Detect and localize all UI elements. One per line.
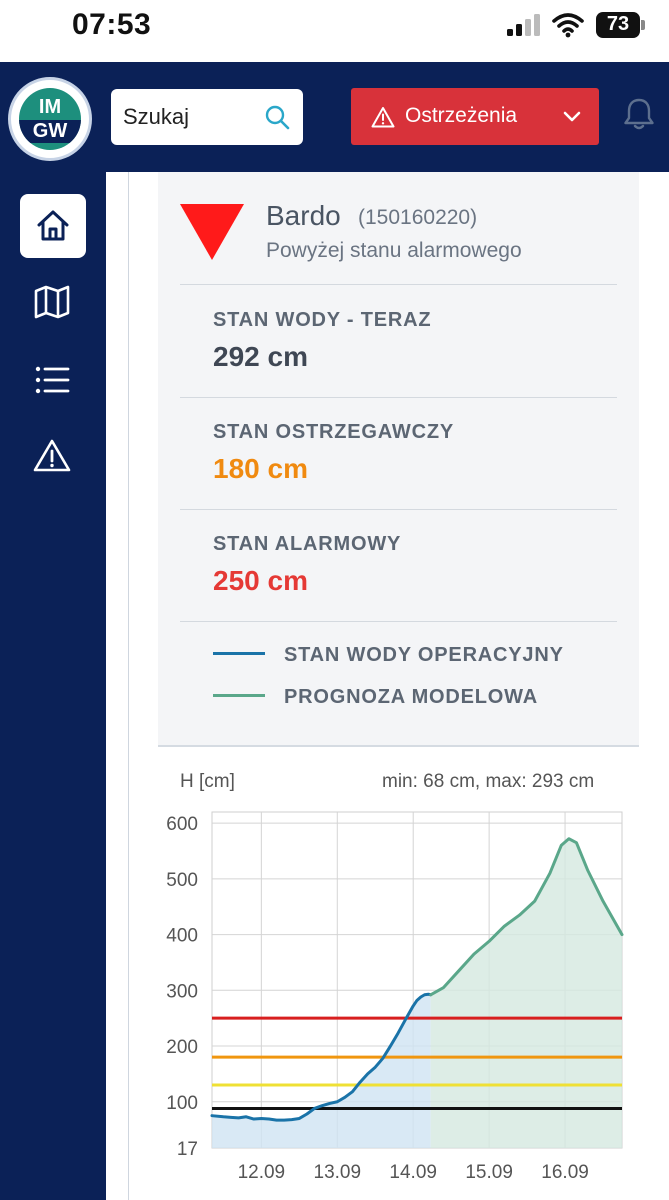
legend-swatch-operational	[213, 652, 265, 655]
battery-icon: 73	[596, 12, 646, 38]
chart-y-tick-label: 100	[166, 1093, 198, 1114]
divider	[180, 509, 617, 510]
current-level-label: STAN WODY - TERAZ	[213, 309, 432, 331]
warning-level-label: STAN OSTRZEGAWCZY	[213, 421, 455, 443]
station-code: (150160220)	[358, 206, 478, 229]
chart-x-tick-label: 16.09	[541, 1162, 589, 1183]
alarm-status-icon	[180, 204, 244, 260]
chart-x-tick-label: 13.09	[314, 1162, 362, 1183]
station-name: Bardo	[266, 200, 341, 231]
chart-y-axis-label: H [cm]	[180, 771, 235, 792]
chart-y-tick-label: 600	[166, 814, 198, 835]
alarm-level-value: 250 cm	[213, 565, 308, 596]
chart-x-tick-label: 14.09	[389, 1162, 437, 1183]
chevron-down-icon	[563, 111, 581, 122]
divider	[180, 621, 617, 622]
content-divider	[128, 172, 129, 1200]
current-level-value: 292 cm	[213, 341, 308, 372]
forecast-series-area	[430, 838, 622, 1148]
alarm-level-label: STAN ALARMOWY	[213, 533, 402, 555]
warning-icon	[371, 107, 395, 128]
status-bar: 07:53 73	[0, 0, 669, 62]
legend-swatch-forecast	[213, 694, 265, 697]
imgw-logo[interactable]: IM GW	[8, 77, 92, 161]
alerts-dropdown-button[interactable]: Ostrzeżenia	[351, 88, 599, 145]
map-icon[interactable]	[32, 282, 72, 322]
station-status: Powyżej stanu alarmowego	[266, 239, 522, 262]
app-header: IM GW Szukaj Ostrzeżenia	[0, 62, 669, 172]
chart-y-tick-label: 400	[166, 926, 198, 947]
chart-y-tick-label: 300	[166, 981, 198, 1002]
alerts-label: Ostrzeżenia	[405, 104, 518, 127]
chart-x-tick-label: 12.09	[238, 1162, 286, 1183]
search-box[interactable]: Szukaj	[111, 89, 303, 145]
legend-label-forecast: PROGNOZA MODELOWA	[284, 686, 538, 708]
chart-y-tick-label: 200	[166, 1037, 198, 1058]
chart-y-tick-label: 500	[166, 870, 198, 891]
status-time: 07:53	[72, 8, 152, 41]
chart-x-tick-label: 15.09	[465, 1162, 513, 1183]
sidebar-nav	[0, 172, 106, 1200]
home-icon	[37, 210, 69, 241]
battery-level: 73	[606, 13, 630, 35]
list-icon[interactable]	[32, 360, 72, 400]
logo-text-bottom: GW	[19, 120, 81, 143]
warning-icon[interactable]	[32, 436, 72, 476]
forecast-series-line	[429, 837, 624, 997]
divider	[180, 284, 617, 285]
wifi-icon	[552, 13, 584, 38]
divider	[180, 397, 617, 398]
sidebar-item-home[interactable]	[20, 194, 86, 258]
cellular-signal-icon	[507, 14, 540, 36]
bell-icon[interactable]	[622, 96, 656, 132]
operational-series-line	[210, 992, 433, 1122]
water-level-chart[interactable]: 600 500 400 300 200 100 17 12.09 13.09 14.09 15.09…	[150, 800, 640, 1200]
search-input[interactable]: Szukaj	[123, 104, 190, 129]
legend-label-operational: STAN WODY OPERACYJNY	[284, 644, 564, 666]
chart-y-tick-label: 17	[177, 1139, 198, 1160]
chart-min-max: min: 68 cm, max: 293 cm	[382, 771, 595, 792]
logo-text-top: IM	[38, 96, 62, 118]
warning-level-value: 180 cm	[213, 453, 308, 484]
search-icon[interactable]	[263, 103, 291, 131]
station-card: Bardo (150160220) Powyżej stanu alarmowe…	[158, 172, 639, 747]
